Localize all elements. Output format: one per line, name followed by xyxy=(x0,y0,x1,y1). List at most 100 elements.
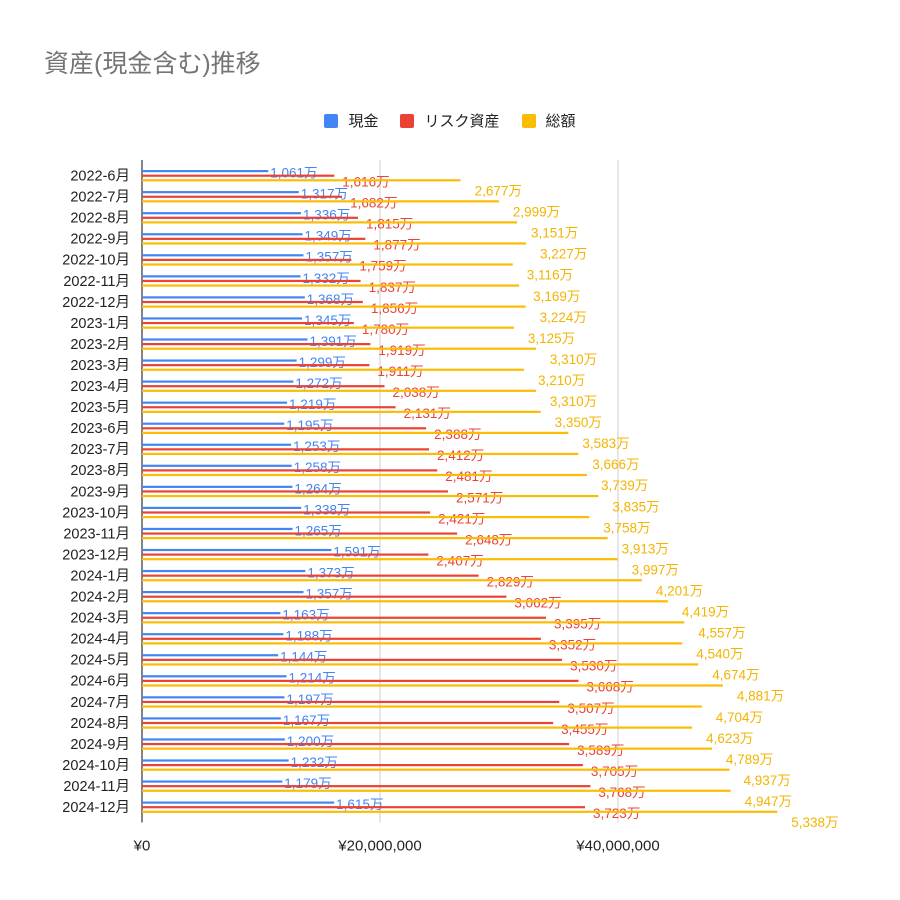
data-label: 1,253万 xyxy=(293,439,340,454)
data-label: 1,373万 xyxy=(307,565,354,580)
legend-label-total: 総額 xyxy=(545,113,576,130)
bar xyxy=(142,600,668,603)
bar xyxy=(142,347,536,350)
category-label: 2023-10月 xyxy=(62,505,130,521)
data-label: 2,412万 xyxy=(437,448,484,463)
category-label: 2023-7月 xyxy=(70,442,130,458)
data-label: 3,913万 xyxy=(622,541,669,556)
data-label: 3,395万 xyxy=(554,617,601,632)
bar xyxy=(142,548,332,552)
data-label: 3,224万 xyxy=(540,310,587,325)
data-label: 1,264万 xyxy=(294,481,341,496)
category-label: 2024-5月 xyxy=(70,653,130,669)
data-label: 5,338万 xyxy=(791,815,838,830)
data-label: 1,219万 xyxy=(289,397,336,412)
data-label: 3,739万 xyxy=(601,478,648,493)
bar xyxy=(142,195,343,198)
data-label: 3,062万 xyxy=(514,596,561,611)
bar xyxy=(142,810,778,813)
bar xyxy=(142,263,513,266)
bar xyxy=(142,300,363,304)
bar xyxy=(142,406,396,409)
category-label: 2024-9月 xyxy=(70,737,130,753)
bar xyxy=(142,359,297,362)
bar xyxy=(142,485,293,488)
legend-item-cash[interactable]: 現金 xyxy=(324,110,378,131)
bar xyxy=(142,633,284,636)
data-label: 3,758万 xyxy=(603,520,650,535)
data-label: 1,919万 xyxy=(378,343,425,358)
bar xyxy=(142,368,524,371)
bar xyxy=(142,621,685,624)
bar xyxy=(142,469,438,472)
data-label: 1,349万 xyxy=(305,229,352,244)
bar xyxy=(142,321,354,325)
bar xyxy=(142,558,618,561)
category-label: 2023-6月 xyxy=(70,421,130,437)
category-label: 2024-6月 xyxy=(70,674,130,690)
legend-item-total[interactable]: 総額 xyxy=(521,110,576,131)
data-label: 4,540万 xyxy=(696,647,743,662)
bar xyxy=(142,595,507,598)
bar xyxy=(142,494,599,498)
data-label: 1,163万 xyxy=(282,608,329,623)
data-label: 3,227万 xyxy=(540,247,587,262)
bar xyxy=(142,343,371,346)
data-label: 3,310万 xyxy=(550,394,597,409)
data-label: 3,455万 xyxy=(561,722,608,737)
bar xyxy=(142,284,520,287)
data-label: 1,856万 xyxy=(371,301,418,316)
bar xyxy=(142,579,642,582)
bar xyxy=(142,338,308,341)
bar xyxy=(142,675,287,678)
data-label: 1,299万 xyxy=(299,355,346,370)
data-label: 4,704万 xyxy=(716,710,763,725)
bar xyxy=(142,200,499,203)
data-label: 1,837万 xyxy=(369,280,416,295)
bar xyxy=(142,233,303,236)
data-label: 2,571万 xyxy=(456,490,503,505)
legend-label-cash: 現金 xyxy=(348,113,379,130)
data-label: 3,352万 xyxy=(549,638,596,653)
data-label: 3,116万 xyxy=(527,268,573,283)
data-label: 4,937万 xyxy=(744,773,791,788)
bar xyxy=(142,275,301,278)
bar xyxy=(142,658,563,661)
data-label: 1,258万 xyxy=(294,460,341,475)
category-label: 2023-8月 xyxy=(70,463,130,479)
data-label: 3,835万 xyxy=(612,499,659,514)
bar xyxy=(142,212,301,215)
bar xyxy=(142,385,385,388)
bar xyxy=(142,806,586,809)
bar xyxy=(142,591,304,594)
bar xyxy=(142,516,590,519)
data-label: 3,666万 xyxy=(592,457,639,472)
bar xyxy=(142,663,699,666)
bar xyxy=(142,221,517,224)
category-label: 2024-7月 xyxy=(70,695,130,711)
data-label: 1,591万 xyxy=(333,544,380,559)
bar xyxy=(142,443,292,446)
bar xyxy=(142,705,702,708)
x-tick-label: ¥0 xyxy=(133,838,151,855)
data-label: 3,589万 xyxy=(577,743,624,758)
data-label: 2,421万 xyxy=(438,511,485,526)
data-label: 2,677万 xyxy=(475,184,522,199)
bar xyxy=(142,410,541,413)
category-label: 2023-4月 xyxy=(70,379,130,395)
data-label: 1,317万 xyxy=(301,187,348,202)
data-label: 3,705万 xyxy=(591,764,638,779)
data-label: 1,195万 xyxy=(286,418,333,433)
category-label: 2024-2月 xyxy=(70,590,130,606)
bar xyxy=(142,174,335,177)
bar xyxy=(142,326,514,329)
bar xyxy=(142,616,547,619)
bar xyxy=(142,448,430,451)
bar xyxy=(142,768,730,771)
category-label: 2022-8月 xyxy=(70,211,130,227)
bar xyxy=(142,422,285,425)
bar xyxy=(142,237,366,240)
bar xyxy=(142,279,361,283)
legend-item-risk-assets[interactable]: リスク資産 xyxy=(400,110,500,131)
data-label: 1,144万 xyxy=(280,650,327,665)
